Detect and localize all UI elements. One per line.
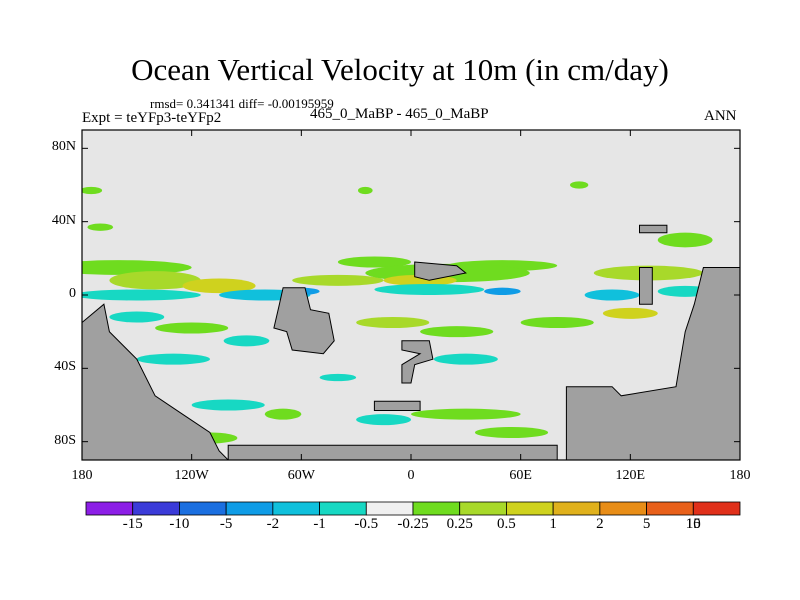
center-subtitle: 465_0_MaBP - 465_0_MaBP bbox=[310, 106, 489, 122]
colorbar-swatch bbox=[692, 501, 741, 516]
anomaly-band bbox=[82, 289, 201, 301]
colorbar-label: 1 bbox=[549, 516, 557, 532]
y-tick-label: 80N bbox=[51, 139, 76, 155]
colorbar-label: -10 bbox=[169, 516, 190, 532]
x-tick-label: 180 bbox=[71, 468, 93, 483]
anomaly-band bbox=[337, 256, 412, 268]
colorbar-label: -0.5 bbox=[354, 516, 379, 532]
landmass-antarctic-strip bbox=[227, 444, 558, 460]
x-tick-label: 120W bbox=[174, 468, 209, 483]
x-tick-label: 60W bbox=[287, 468, 315, 483]
colorbar-swatch bbox=[365, 501, 414, 516]
anomaly-band bbox=[357, 186, 373, 195]
landmass-central-island-a bbox=[273, 287, 335, 355]
anomaly-band bbox=[319, 373, 357, 382]
colorbar-swatch bbox=[132, 501, 180, 516]
anomaly-band bbox=[570, 181, 589, 189]
colorbar-swatch bbox=[459, 501, 507, 516]
x-tick-label: 60E bbox=[509, 468, 532, 483]
colorbar-label: -0.25 bbox=[397, 516, 429, 532]
anomaly-band bbox=[292, 274, 384, 286]
colorbar-swatch bbox=[412, 501, 461, 516]
colorbar-swatch bbox=[646, 501, 694, 516]
landmass-southern-strip bbox=[373, 400, 421, 411]
colorbar-swatch bbox=[85, 501, 134, 516]
anomaly-band bbox=[584, 289, 640, 301]
colorbar-label: 0.5 bbox=[497, 516, 516, 532]
landmass-northeast-island bbox=[639, 224, 668, 234]
colorbar-label: -5 bbox=[219, 516, 233, 532]
anomaly-band bbox=[657, 232, 713, 248]
anomaly-band bbox=[411, 408, 521, 420]
left-subtitle: Expt = teYFp3-teYFp2 bbox=[82, 110, 222, 126]
colorbar-label: -15 bbox=[122, 516, 143, 532]
anomaly-band bbox=[109, 311, 165, 323]
landmass-central-island-b bbox=[401, 340, 434, 384]
x-tick-label: 180 bbox=[729, 468, 751, 483]
anomaly-band bbox=[602, 307, 658, 319]
anomaly-band bbox=[82, 260, 192, 275]
anomaly-band bbox=[136, 353, 210, 365]
colorbar-label: 2 bbox=[596, 516, 604, 532]
colorbar-swatch bbox=[272, 501, 320, 516]
colorbar-label: 10 bbox=[685, 516, 701, 532]
season-label: ANN bbox=[704, 108, 737, 124]
anomaly-band bbox=[264, 408, 302, 420]
colorbar-label: 0.25 bbox=[446, 516, 473, 532]
anomaly-band bbox=[109, 271, 201, 290]
colorbar-label: 5 bbox=[642, 516, 651, 532]
y-tick-label: 80S bbox=[54, 432, 76, 448]
anomaly-band bbox=[520, 317, 594, 328]
colorbar-swatch bbox=[599, 501, 647, 516]
anomaly-band bbox=[374, 284, 485, 295]
anomaly-band bbox=[433, 353, 498, 365]
anomaly-band bbox=[484, 287, 521, 296]
anomaly-band bbox=[474, 427, 549, 438]
anomaly-band bbox=[356, 414, 412, 426]
colorbar-label: -2 bbox=[266, 516, 280, 532]
stats-text: rmsd= 0.341341 diff= -0.00195959 bbox=[150, 96, 334, 111]
y-tick-label: 40S bbox=[54, 359, 76, 375]
colorbar-label: -1 bbox=[313, 516, 326, 532]
colorbar-swatch bbox=[552, 501, 601, 516]
anomaly-band bbox=[155, 322, 229, 334]
anomaly-band bbox=[356, 317, 430, 328]
x-tick-label: 120E bbox=[615, 468, 646, 483]
chart-title: Ocean Vertical Velocity at 10m (in cm/da… bbox=[131, 52, 669, 87]
y-tick-label: 0 bbox=[69, 286, 76, 301]
landmass-north-island bbox=[414, 261, 467, 281]
colorbar-swatch bbox=[506, 501, 554, 516]
colorbar-swatch bbox=[319, 501, 367, 516]
anomaly-band bbox=[182, 278, 256, 294]
landmass-west-continent bbox=[82, 303, 229, 460]
x-tick-label: 0 bbox=[407, 468, 415, 483]
colorbar-label: 15 bbox=[685, 516, 701, 532]
anomaly-band bbox=[223, 335, 270, 347]
anomaly-band bbox=[82, 186, 103, 195]
anomaly-band bbox=[87, 223, 114, 231]
y-tick-label: 40N bbox=[51, 212, 76, 228]
colorbar-swatch bbox=[225, 501, 274, 516]
anomaly-band bbox=[420, 326, 494, 338]
landmass-east-continent bbox=[565, 267, 740, 460]
landmass-east-small-island bbox=[639, 267, 653, 305]
colorbar-swatch bbox=[179, 501, 227, 516]
anomaly-band bbox=[191, 399, 265, 411]
